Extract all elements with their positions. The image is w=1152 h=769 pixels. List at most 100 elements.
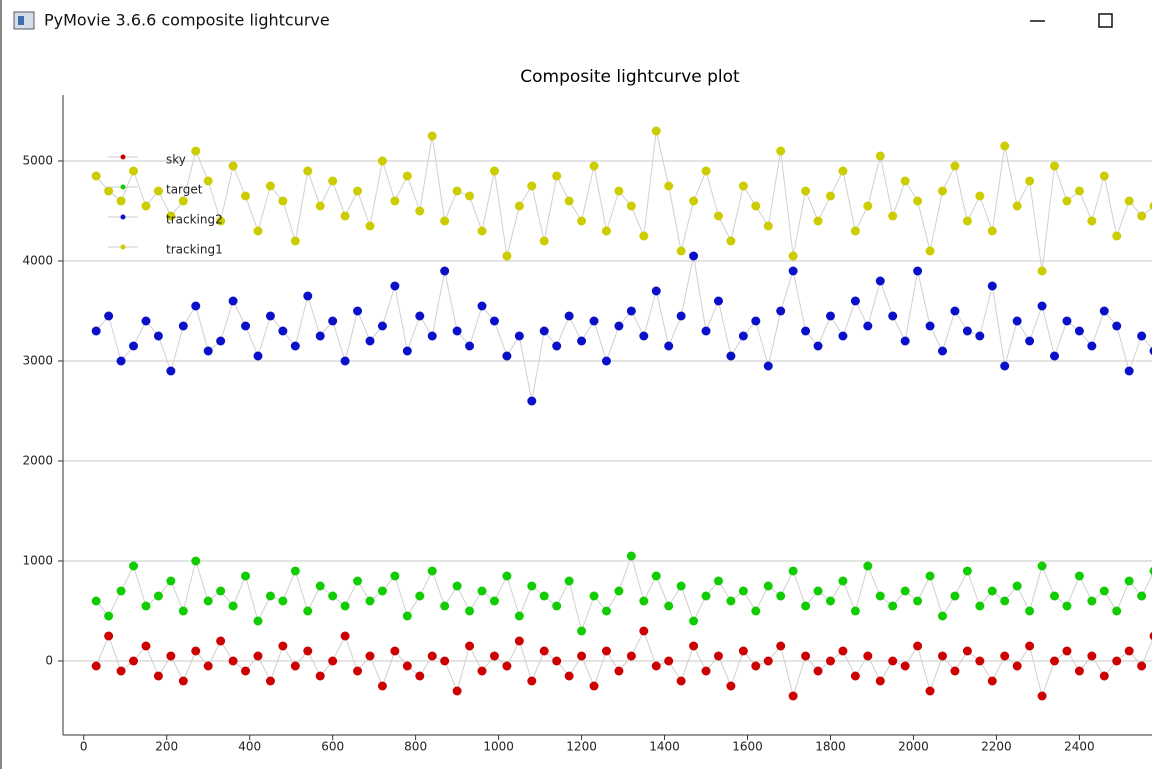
data-point xyxy=(290,236,300,246)
data-point xyxy=(763,656,773,666)
data-point xyxy=(888,656,898,666)
data-point xyxy=(216,336,226,346)
data-point xyxy=(776,641,786,651)
y-tick-label: 4000 xyxy=(22,254,53,268)
data-point xyxy=(962,566,972,576)
data-point xyxy=(216,586,226,596)
data-point xyxy=(390,571,400,581)
data-point xyxy=(340,356,350,366)
data-point xyxy=(552,601,562,611)
data-point xyxy=(539,591,549,601)
data-point xyxy=(913,266,923,276)
data-point xyxy=(116,356,126,366)
data-point xyxy=(1025,176,1035,186)
data-point xyxy=(987,676,997,686)
data-point xyxy=(415,206,425,216)
data-point xyxy=(303,166,313,176)
data-point xyxy=(875,151,885,161)
legend-marker xyxy=(120,214,126,220)
data-point xyxy=(975,656,985,666)
data-point xyxy=(589,681,599,691)
data-point xyxy=(539,646,549,656)
data-point xyxy=(651,661,661,671)
data-point xyxy=(863,561,873,571)
data-point xyxy=(203,346,213,356)
data-point xyxy=(402,661,412,671)
data-point xyxy=(1050,161,1060,171)
data-point xyxy=(502,251,512,261)
data-point xyxy=(1124,196,1134,206)
data-point xyxy=(265,181,275,191)
data-point xyxy=(801,601,811,611)
data-point xyxy=(191,646,201,656)
data-point xyxy=(689,196,699,206)
data-point xyxy=(564,311,574,321)
data-point xyxy=(241,321,251,331)
data-point xyxy=(552,341,562,351)
data-point xyxy=(415,671,425,681)
data-point xyxy=(601,646,611,656)
data-point xyxy=(1037,301,1047,311)
data-point xyxy=(850,296,860,306)
data-point xyxy=(104,611,114,621)
x-tick-label: 1200 xyxy=(566,740,597,754)
data-point xyxy=(340,211,350,221)
data-point xyxy=(763,221,773,231)
data-point xyxy=(228,161,238,171)
data-point xyxy=(539,326,549,336)
data-point xyxy=(1000,141,1010,151)
maximize-button[interactable] xyxy=(1098,13,1113,28)
data-point xyxy=(216,216,226,226)
data-point xyxy=(390,196,400,206)
data-point xyxy=(452,686,462,696)
data-point xyxy=(514,611,524,621)
data-point xyxy=(962,216,972,226)
data-point xyxy=(788,566,798,576)
data-point xyxy=(676,246,686,256)
data-point xyxy=(191,556,201,566)
data-point xyxy=(440,656,450,666)
data-point xyxy=(228,601,238,611)
data-point xyxy=(689,251,699,261)
data-point xyxy=(626,651,636,661)
data-point xyxy=(290,341,300,351)
data-point xyxy=(738,586,748,596)
data-point xyxy=(975,331,985,341)
data-point xyxy=(514,636,524,646)
data-point xyxy=(1037,561,1047,571)
data-point xyxy=(365,651,375,661)
data-point xyxy=(614,321,624,331)
data-point xyxy=(116,666,126,676)
data-point xyxy=(141,601,151,611)
data-point xyxy=(888,601,898,611)
data-point xyxy=(353,666,363,676)
data-point xyxy=(265,591,275,601)
legend: sky target tracking2 tracking1 xyxy=(108,153,223,257)
plot-area xyxy=(91,126,1152,701)
x-tick-label: 1000 xyxy=(483,740,514,754)
data-point xyxy=(116,586,126,596)
data-point xyxy=(527,396,537,406)
data-point xyxy=(290,566,300,576)
data-point xyxy=(801,186,811,196)
y-tick-label: 0 xyxy=(45,654,53,668)
data-point xyxy=(1050,591,1060,601)
data-point xyxy=(153,591,163,601)
data-point xyxy=(278,641,288,651)
data-point xyxy=(104,311,114,321)
data-point xyxy=(788,266,798,276)
data-point xyxy=(738,181,748,191)
data-point xyxy=(166,366,176,376)
data-point xyxy=(900,176,910,186)
data-point xyxy=(203,176,213,186)
data-point xyxy=(427,566,437,576)
data-point xyxy=(141,201,151,211)
data-point xyxy=(477,301,487,311)
data-point xyxy=(178,606,188,616)
data-point xyxy=(676,581,686,591)
data-point xyxy=(925,246,935,256)
data-point xyxy=(763,581,773,591)
data-point xyxy=(639,596,649,606)
data-point xyxy=(141,641,151,651)
